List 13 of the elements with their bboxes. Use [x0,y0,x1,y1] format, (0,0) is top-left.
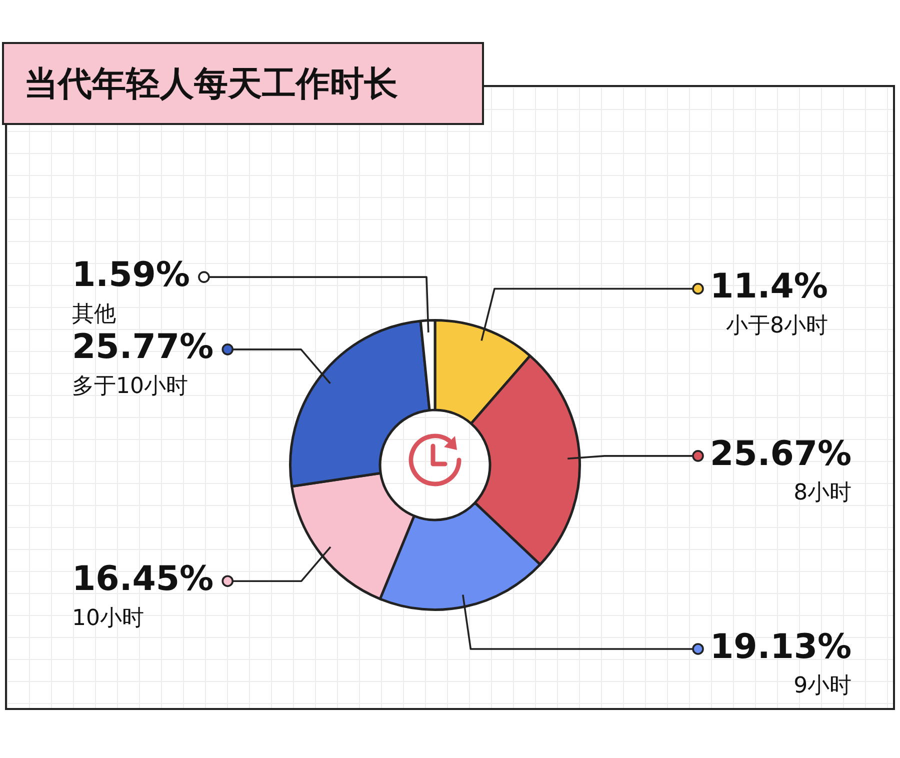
slice-label: 多于10小时 [72,374,188,400]
slice-label: 9小时 [794,674,852,699]
slice-label: 其他 [72,302,116,327]
data-label: 16.45% [72,558,214,599]
data-label: 1.59% [72,254,190,295]
data-label: 25.77% [72,327,214,368]
chart-title: 当代年轻人每天工作时长 [2,42,484,125]
slice-label: 小于8小时 [726,313,828,338]
data-label: 19.13% [710,626,852,667]
data-label: 25.67% [710,434,852,474]
slice-label: 10小时 [72,606,144,631]
data-label: 11.4% [710,266,828,307]
slice-label: 8小时 [794,480,852,506]
